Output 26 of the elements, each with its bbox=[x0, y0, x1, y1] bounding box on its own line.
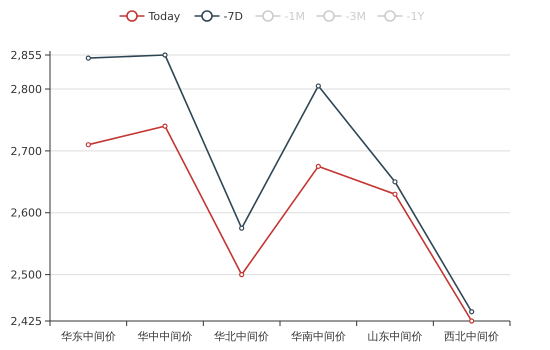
x-tick-label: 华东中间价 bbox=[60, 330, 116, 343]
point bbox=[239, 272, 244, 278]
x-tick-label: 山东中间价 bbox=[368, 330, 422, 343]
point bbox=[469, 318, 474, 324]
point bbox=[239, 226, 244, 231]
x-tick-label: 华北中间价 bbox=[214, 330, 270, 343]
x-tick-label: 华南中间价 bbox=[290, 330, 346, 343]
x-tick-label: 西北中间价 bbox=[444, 330, 500, 343]
point bbox=[86, 142, 91, 148]
point bbox=[392, 179, 398, 184]
y-tick-label: 2,700 bbox=[10, 144, 42, 158]
point bbox=[162, 124, 168, 129]
y-tick-label: 2,855 bbox=[10, 49, 42, 62]
x-tick-label: 华中中间价 bbox=[138, 330, 192, 343]
point bbox=[162, 52, 168, 58]
point bbox=[392, 192, 398, 197]
y-tick-label: 2,800 bbox=[10, 83, 42, 96]
y-tick-label: 2,600 bbox=[10, 206, 42, 220]
legend-label: -7D bbox=[224, 10, 243, 23]
y-tick-label: 2,500 bbox=[10, 268, 42, 282]
point bbox=[469, 309, 474, 314]
y-tick-label: 2,425 bbox=[10, 315, 42, 328]
legend-label: Today bbox=[148, 10, 181, 23]
point bbox=[86, 55, 91, 61]
point bbox=[316, 164, 321, 169]
point bbox=[316, 83, 321, 89]
